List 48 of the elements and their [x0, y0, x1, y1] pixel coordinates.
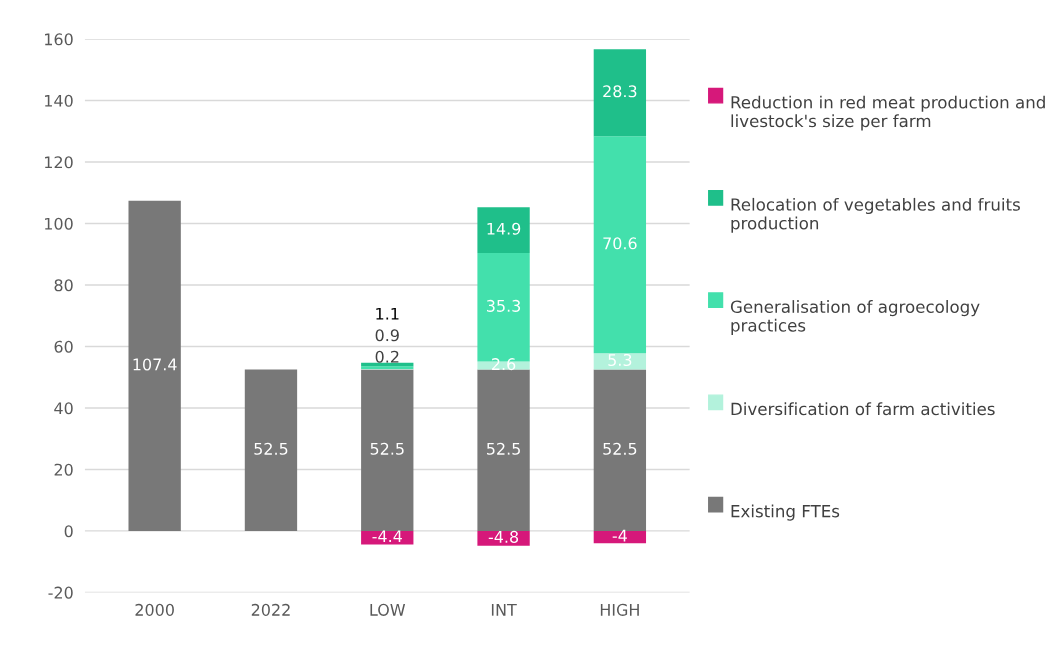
- x-tick-label: HIGH: [600, 603, 639, 616]
- bar: [593, 369, 647, 531]
- bar: [593, 353, 647, 370]
- data-label: 52.5: [487, 442, 520, 455]
- x-tick-label: 2000: [135, 603, 174, 616]
- data-label: 1.1: [376, 307, 399, 320]
- y-tick-label: 100: [45, 217, 73, 230]
- data-label: 107.4: [133, 358, 177, 371]
- data-label: 5.3: [608, 353, 632, 367]
- y-tick-label: 80: [54, 279, 73, 292]
- y-tick-label: 20: [54, 463, 73, 476]
- data-label: 14.9: [487, 222, 521, 235]
- data-label: 52.5: [603, 442, 637, 455]
- bar: [593, 49, 647, 137]
- y-tick-label: 120: [45, 156, 73, 169]
- data-label: 52.5: [370, 442, 404, 455]
- data-label: 0.9: [375, 329, 399, 342]
- y-tick-label: 160: [45, 33, 73, 46]
- data-label: 2.6: [492, 358, 516, 371]
- y-tick-label: 40: [54, 402, 73, 415]
- y-tick-label: 0: [64, 525, 73, 538]
- bar: [477, 207, 530, 254]
- data-label: -4.8: [488, 530, 519, 543]
- legend-label: Existing FTEs: [731, 504, 840, 521]
- y-tick-label: 60: [54, 340, 73, 353]
- legend-label: Diversification of farm activities: [731, 402, 995, 416]
- x-tick-label: 2022: [251, 603, 290, 616]
- data-label: 0.2: [375, 350, 399, 363]
- y-tick-label: -20: [48, 586, 73, 599]
- data-label: -4: [612, 529, 627, 542]
- x-tick-label: LOW: [370, 603, 406, 616]
- bar: [477, 530, 530, 546]
- bar: [477, 369, 530, 531]
- legend-label: Reduction in red meat production and livestock's size per farm: [731, 95, 1045, 131]
- bar: [361, 369, 414, 531]
- bar: [244, 369, 298, 531]
- data-label: -4.4: [372, 530, 402, 543]
- data-label: 28.3: [603, 85, 637, 98]
- legend-label: Generalisation of agroecology practices: [730, 300, 980, 335]
- y-tick-label: 140: [45, 94, 73, 107]
- x-tick-label: INT: [491, 604, 517, 616]
- data-label: 52.5: [254, 442, 288, 455]
- legend-label: Relocation of vegetables and fruits production: [731, 197, 1020, 233]
- bar: [128, 200, 181, 531]
- data-label: 70.6: [603, 237, 637, 250]
- data-label: 35.3: [487, 299, 521, 312]
- bar: [593, 530, 647, 544]
- bar: [593, 136, 647, 354]
